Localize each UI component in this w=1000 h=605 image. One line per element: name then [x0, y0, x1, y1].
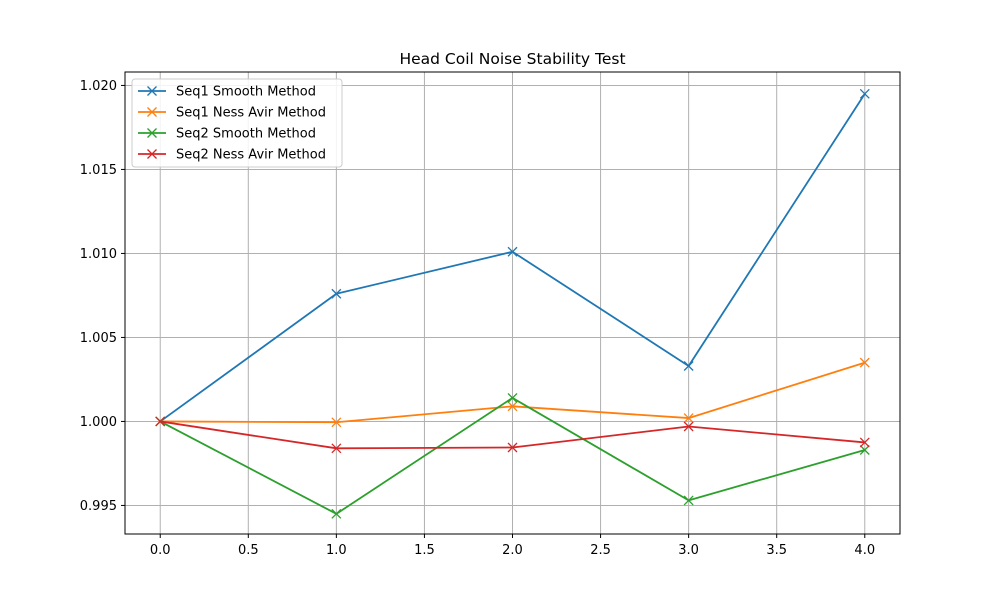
legend-item: Seq1 Ness Avir Method [138, 106, 326, 121]
series-layer [155, 88, 870, 519]
y-tick-label: 0.995 [80, 499, 117, 514]
axes: 0.0 0.5 1.0 1.5 2.0 2.5 3.0 3.5 4.0 0.995 1.000 1.0… [80, 79, 875, 558]
y-tick-label: 1.010 [80, 247, 117, 262]
x-tick-label: 2.0 [502, 543, 523, 558]
legend-item: Seq1 Smooth Method [138, 85, 316, 100]
data-point [683, 413, 694, 424]
y-tick-label: 1.015 [80, 163, 117, 178]
y-tick-label: 1.000 [80, 415, 117, 430]
data-point [683, 421, 694, 432]
series-4 [155, 416, 870, 454]
data-point [683, 495, 694, 506]
data-point [331, 508, 342, 519]
x-tick-label: 1.5 [414, 543, 435, 558]
x-tick-label: 3.5 [766, 543, 787, 558]
legend-label: Seq2 Ness Avir Method [176, 148, 326, 163]
x-tick-label: 2.5 [590, 543, 611, 558]
y-tick-label: 1.005 [80, 331, 117, 346]
legend-label: Seq1 Smooth Method [176, 85, 316, 100]
data-point [859, 88, 870, 99]
legend-marker [147, 128, 157, 138]
x-tick-label: 0.0 [150, 543, 171, 558]
data-point [507, 401, 518, 412]
x-tick-label: 3.0 [678, 543, 699, 558]
data-point [155, 416, 166, 427]
x-tick-label: 0.5 [238, 543, 259, 558]
legend-item: Seq2 Ness Avir Method [138, 148, 326, 163]
legend-item: Seq2 Smooth Method [138, 127, 316, 142]
legend-marker [147, 86, 157, 96]
data-point [507, 246, 518, 257]
data-point [507, 442, 518, 453]
data-point [859, 357, 870, 368]
y-tick-label: 1.020 [80, 79, 117, 94]
data-point [331, 288, 342, 299]
legend-label: Seq2 Smooth Method [176, 127, 316, 142]
legend-label: Seq1 Ness Avir Method [176, 106, 326, 121]
legend-marker [147, 149, 157, 159]
legend-marker [147, 107, 157, 117]
x-tick-label: 1.0 [326, 543, 347, 558]
data-point [331, 417, 342, 428]
data-point [331, 443, 342, 454]
data-point [683, 361, 694, 371]
data-point [507, 392, 518, 403]
data-point [859, 437, 870, 448]
chart-title: Head Coil Noise Stability Test [399, 50, 625, 68]
legend-box [131, 78, 343, 168]
legend: Seq1 Smooth Method Seq1 Ness Avir Method S… [131, 78, 343, 168]
x-tick-label: 4.0 [854, 543, 875, 558]
data-point [859, 445, 870, 455]
